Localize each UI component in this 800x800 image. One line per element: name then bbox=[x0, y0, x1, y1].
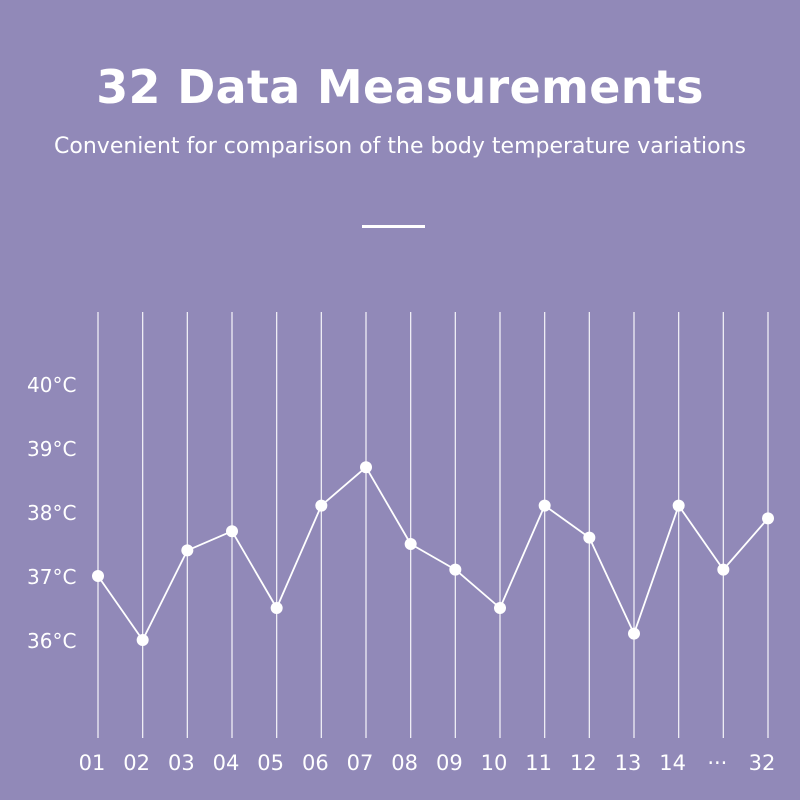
data-point bbox=[449, 563, 462, 576]
x-tick-label: 09 bbox=[436, 751, 463, 775]
series-points bbox=[92, 461, 774, 646]
data-point bbox=[538, 499, 551, 512]
data-point bbox=[404, 538, 417, 550]
x-tick-label: 08 bbox=[391, 751, 418, 775]
x-tick-label: 13 bbox=[615, 751, 642, 775]
x-tick-label: 07 bbox=[347, 751, 374, 775]
page-title: 32 Data Measurements bbox=[96, 60, 704, 114]
x-tick-label: ··· bbox=[707, 751, 727, 775]
x-tick-label: 11 bbox=[525, 751, 552, 775]
data-point bbox=[494, 602, 506, 614]
data-point bbox=[762, 512, 774, 525]
x-tick-label: 12 bbox=[570, 751, 597, 775]
grid-lines bbox=[97, 312, 769, 738]
data-point bbox=[717, 563, 730, 576]
data-point bbox=[270, 602, 283, 614]
y-tick-label: 38°C bbox=[27, 501, 76, 525]
x-axis-tick-labels: 01 02 03 04 05 06 07 08 09 10 11 12 13 14 ··· 32 bbox=[79, 751, 776, 775]
data-point bbox=[315, 499, 328, 512]
y-tick-label: 40°C bbox=[27, 373, 76, 397]
x-tick-label: 14 bbox=[659, 751, 686, 775]
data-point bbox=[181, 544, 194, 557]
y-tick-label: 36°C bbox=[27, 629, 76, 653]
data-point bbox=[583, 531, 596, 544]
x-tick-label: 03 bbox=[168, 751, 195, 775]
y-tick-label: 39°C bbox=[27, 437, 76, 461]
y-axis-tick-labels: 40°C 39°C 38°C 37°C 36°C bbox=[27, 373, 76, 653]
y-tick-label: 37°C bbox=[27, 565, 76, 589]
data-point bbox=[628, 627, 640, 640]
data-point bbox=[226, 525, 238, 538]
x-tick-label: 04 bbox=[213, 751, 240, 775]
series-line bbox=[97, 466, 769, 641]
x-tick-label: 10 bbox=[481, 751, 508, 775]
x-tick-label: 06 bbox=[302, 751, 329, 775]
data-point bbox=[672, 499, 685, 512]
data-point bbox=[92, 570, 104, 582]
title-divider bbox=[362, 225, 425, 228]
page-subtitle: Convenient for comparison of the body te… bbox=[54, 134, 746, 159]
x-tick-label: 01 bbox=[79, 751, 106, 775]
data-point bbox=[360, 461, 372, 474]
x-tick-label: 05 bbox=[257, 751, 284, 775]
x-tick-label: 32 bbox=[749, 751, 776, 775]
data-point bbox=[136, 634, 149, 646]
series-line-group bbox=[97, 466, 769, 641]
x-tick-label: 02 bbox=[123, 751, 150, 775]
